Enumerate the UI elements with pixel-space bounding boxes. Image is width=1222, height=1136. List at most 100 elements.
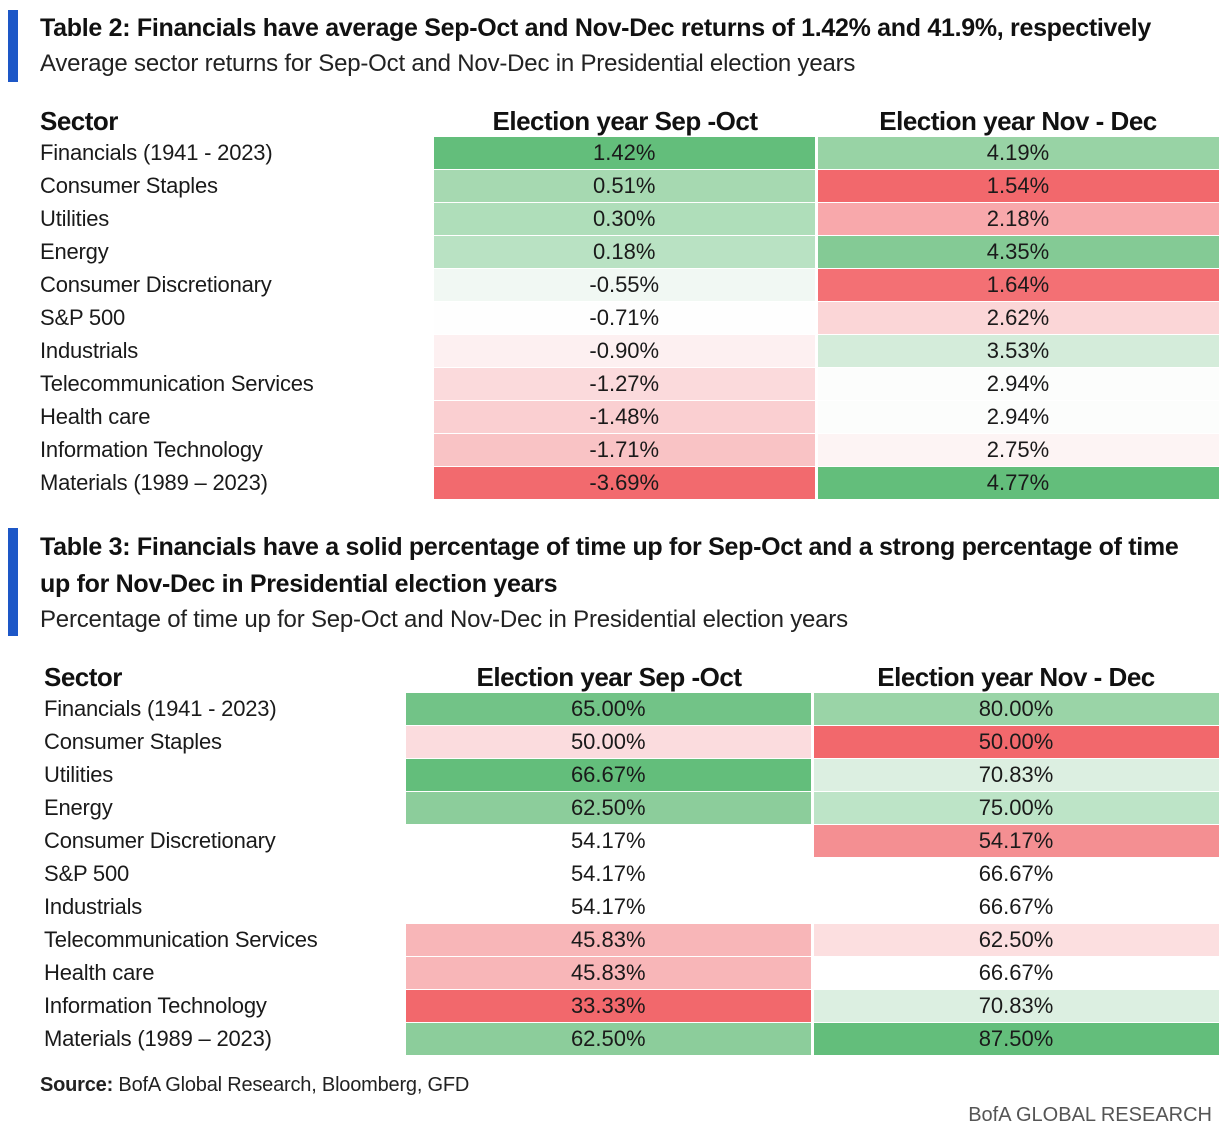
table3-nov-dec-cell: 80.00%	[812, 693, 1222, 726]
table2-sep-oct-cell: -0.90%	[434, 334, 818, 368]
table2-sep-oct-cell: -0.71%	[434, 301, 818, 335]
table2-nov-dec-cell: 2.94%	[816, 367, 1222, 401]
table3-nov-dec-cell: 66.67%	[812, 890, 1222, 924]
table3-title-line2: up for Nov-Dec in Presidential election …	[40, 570, 558, 598]
source-text: BofA Global Research, Bloomberg, GFD	[113, 1074, 470, 1096]
table3-nov-dec-cell: 66.67%	[812, 857, 1222, 891]
table3-sector-cell: Materials (1989 – 2023)	[44, 1026, 272, 1051]
table3-sector-cell: Consumer Discretionary	[44, 828, 276, 853]
table3-sector-cell: Energy	[44, 795, 113, 820]
table2-row: Utilities 0.30% 2.18%	[38, 202, 1222, 236]
table3-row: Utilities 66.67% 70.83%	[42, 758, 1222, 792]
table2-nov-dec-cell: 3.53%	[816, 334, 1222, 368]
table3-sep-oct-cell: 33.33%	[406, 989, 814, 1023]
table2-sector-cell: Industrials	[40, 338, 139, 363]
table3-accent-bar	[8, 528, 18, 636]
table3-sector-cell: Information Technology	[44, 993, 267, 1018]
table3-sep-oct-cell: 45.83%	[406, 956, 814, 990]
table2-nov-dec-cell: 2.75%	[816, 433, 1222, 467]
table3-row: Materials (1989 – 2023) 62.50% 87.50%	[42, 1022, 1222, 1056]
table3-nov-dec-cell: 50.00%	[812, 725, 1222, 759]
table2-nov-dec-cell: 1.54%	[816, 169, 1222, 203]
table3-row: Health care 45.83% 66.67%	[42, 956, 1222, 990]
brand-footer: BofA GLOBAL RESEARCH	[968, 1104, 1212, 1126]
table2-sector-cell: Materials (1989 – 2023)	[40, 470, 268, 495]
table2-header-sector: Sector	[40, 106, 118, 136]
table2-nov-dec-cell: 4.35%	[816, 235, 1222, 269]
table3-row: Information Technology 33.33% 70.83%	[42, 989, 1222, 1023]
table3-sector-cell: Industrials	[44, 894, 143, 919]
table3-row: Industrials 54.17% 66.67%	[42, 890, 1222, 924]
table2-row: Telecommunication Services -1.27% 2.94%	[38, 367, 1222, 401]
table3: Sector Election year Sep -Oct Election y…	[42, 659, 1222, 1056]
table3-sep-oct-cell: 54.17%	[406, 890, 814, 924]
table2-sector-cell: Telecommunication Services	[40, 371, 314, 396]
table2-row: Financials (1941 - 2023) 1.42% 4.19%	[38, 137, 1222, 170]
table3-sector-cell: Utilities	[44, 762, 114, 787]
table3-nov-dec-cell: 70.83%	[812, 989, 1222, 1023]
table3-header-sep-oct: Election year Sep -Oct	[476, 662, 742, 692]
table3-row: Telecommunication Services 45.83% 62.50%	[42, 923, 1222, 957]
table2-sector-cell: Consumer Discretionary	[40, 272, 272, 297]
table2-header-sep-oct: Election year Sep -Oct	[492, 106, 758, 136]
table3-header-nov-dec: Election year Nov - Dec	[877, 662, 1155, 692]
table3-sector-cell: Consumer Staples	[44, 729, 222, 754]
table3-sep-oct-cell: 65.00%	[406, 693, 814, 726]
table2-sector-cell: Financials (1941 - 2023)	[40, 140, 273, 166]
source-note: Source: BofA Global Research, Bloomberg,…	[40, 1074, 469, 1097]
table3-header-row: Sector Election year Sep -Oct Election y…	[42, 659, 1220, 693]
table3-row: Financials (1941 - 2023) 65.00% 80.00%	[42, 693, 1222, 726]
table2-row: Health care -1.48% 2.94%	[38, 400, 1222, 434]
table3-sep-oct-cell: 54.17%	[406, 857, 814, 891]
table3-header-sector: Sector	[44, 662, 122, 692]
table2-header-nov-dec: Election year Nov - Dec	[879, 106, 1157, 136]
table2-sector-cell: S&P 500	[40, 305, 126, 330]
table2: Sector Election year Sep -Oct Election y…	[38, 103, 1222, 500]
table2-sep-oct-cell: -1.27%	[434, 367, 818, 401]
table2-sep-oct-cell: -1.48%	[434, 400, 818, 434]
table3-sector-cell: Telecommunication Services	[44, 927, 318, 952]
table2-sector-cell: Consumer Staples	[40, 173, 218, 198]
table3-sector-cell: Financials (1941 - 2023)	[44, 696, 277, 722]
table2-row: Industrials -0.90% 3.53%	[38, 334, 1222, 368]
table3-sep-oct-cell: 45.83%	[406, 923, 814, 957]
table3-row: Consumer Staples 50.00% 50.00%	[42, 725, 1222, 759]
table3-nov-dec-cell: 87.50%	[812, 1022, 1222, 1056]
table3-sector-cell: Health care	[44, 960, 155, 985]
table3-title-line1: Table 3: Financials have a solid percent…	[40, 533, 1179, 561]
table3-nov-dec-cell: 62.50%	[812, 923, 1222, 957]
table3-row: S&P 500 54.17% 66.67%	[42, 857, 1222, 891]
table2-sep-oct-cell: 0.18%	[434, 235, 818, 269]
table2-accent-bar	[8, 10, 18, 82]
table2-body: Financials (1941 - 2023) 1.42% 4.19% Consum…	[38, 137, 1222, 500]
table2-sep-oct-cell: -1.71%	[434, 433, 818, 467]
table3-nov-dec-cell: 54.17%	[812, 824, 1222, 858]
table3-body: Financials (1941 - 2023) 65.00% 80.00% Cons…	[42, 693, 1222, 1056]
table2-sep-oct-cell: -0.55%	[434, 268, 818, 302]
table3-nov-dec-cell: 66.67%	[812, 956, 1222, 990]
table3-nov-dec-cell: 70.83%	[812, 758, 1222, 792]
table2-row: Consumer Staples 0.51% 1.54%	[38, 169, 1222, 203]
table3-sep-oct-cell: 66.67%	[406, 758, 814, 792]
table3-row: Energy 62.50% 75.00%	[42, 791, 1222, 825]
table2-nov-dec-cell: 1.64%	[816, 268, 1222, 302]
table2-row: Energy 0.18% 4.35%	[38, 235, 1222, 269]
table2-row: Consumer Discretionary -0.55% 1.64%	[38, 268, 1222, 302]
table2-row: Materials (1989 – 2023) -3.69% 4.77%	[38, 466, 1222, 500]
table3-sep-oct-cell: 62.50%	[406, 791, 814, 825]
table2-header-row: Sector Election year Sep -Oct Election y…	[38, 103, 1220, 137]
table2-sep-oct-cell: 1.42%	[434, 137, 818, 170]
table3-row: Consumer Discretionary 54.17% 54.17%	[42, 824, 1222, 858]
table2-nov-dec-cell: 4.77%	[816, 466, 1222, 500]
table3-sep-oct-cell: 62.50%	[406, 1022, 814, 1056]
table3-nov-dec-cell: 75.00%	[812, 791, 1222, 825]
table2-sector-cell: Health care	[40, 404, 151, 429]
source-label: Source:	[40, 1074, 114, 1096]
table3-sep-oct-cell: 50.00%	[406, 725, 814, 759]
table2-sep-oct-cell: 0.30%	[434, 202, 818, 236]
table2-title: Table 2: Financials have average Sep-Oct…	[40, 14, 1151, 42]
table2-nov-dec-cell: 2.62%	[816, 301, 1222, 335]
table2-sector-cell: Utilities	[40, 206, 110, 231]
table2-row: Information Technology -1.71% 2.75%	[38, 433, 1222, 467]
table2-nov-dec-cell: 4.19%	[816, 137, 1222, 170]
